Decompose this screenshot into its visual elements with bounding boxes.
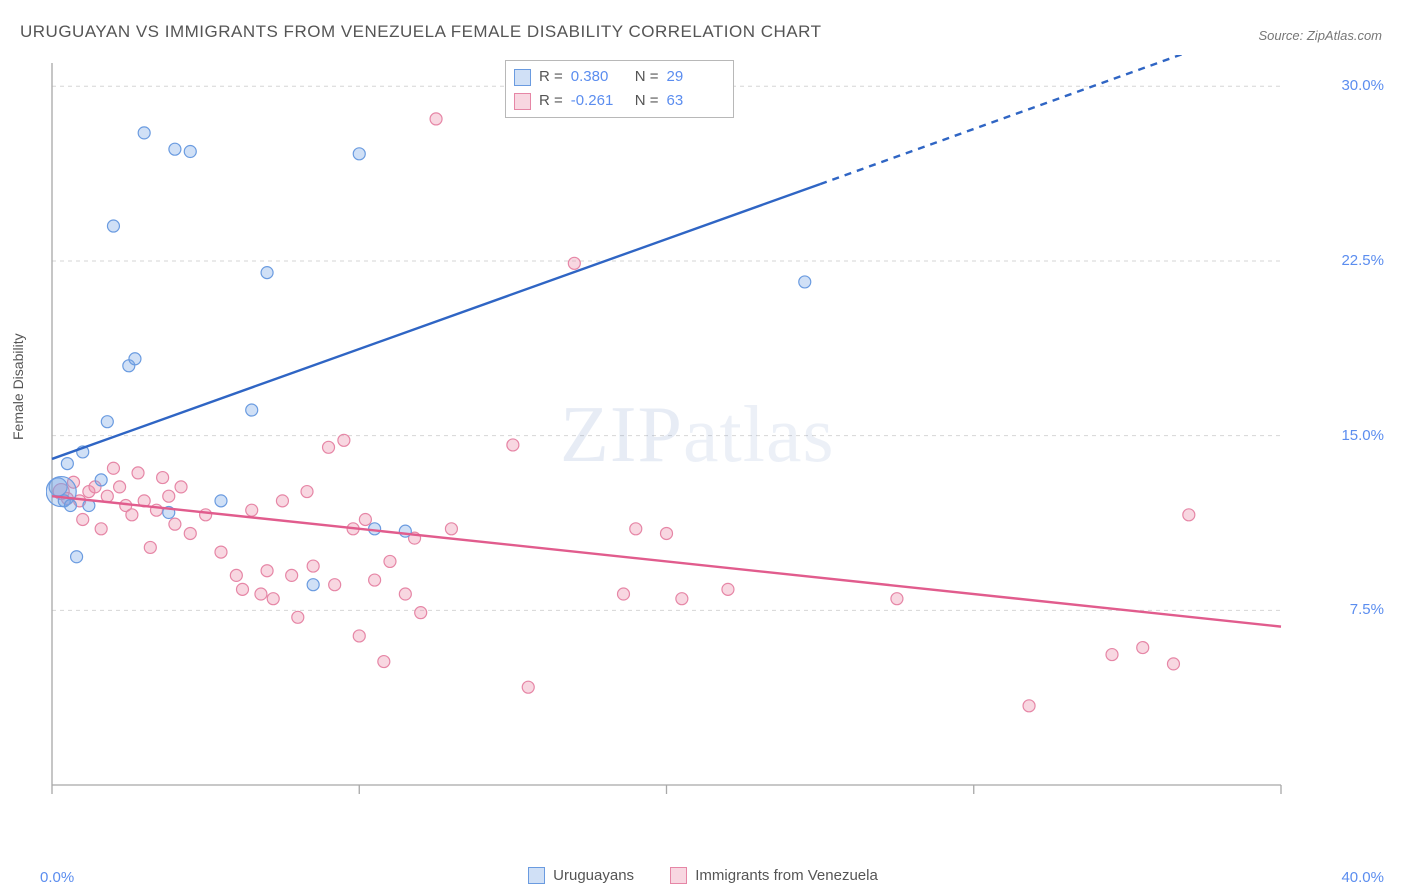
y-tick-label: 30.0% [1341,77,1384,94]
y-tick-label: 15.0% [1341,427,1384,444]
source-label: Source: ZipAtlas.com [1258,28,1382,43]
n-a-value: 29 [667,65,723,89]
x-max-label: 40.0% [1341,869,1384,886]
stat-row-a: R = 0.380 N = 29 [514,65,723,89]
watermark-bold: ZIP [560,391,683,479]
swatch-a-icon [528,867,545,884]
r-a-value: 0.380 [571,65,627,89]
bottom-legend: Uruguayans Immigrants from Venezuela [0,867,1406,888]
legend-item-a: Uruguayans [528,867,634,884]
legend-b-label: Immigrants from Venezuela [695,867,878,884]
legend-a-label: Uruguayans [553,867,634,884]
n-label: N = [635,89,659,113]
legend-item-b: Immigrants from Venezuela [670,867,878,884]
r-b-value: -0.261 [571,89,627,113]
n-label: N = [635,65,659,89]
stat-row-b: R = -0.261 N = 63 [514,89,723,113]
stat-legend: R = 0.380 N = 29 R = -0.261 N = 63 [505,60,734,118]
watermark: ZIPatlas [560,390,835,481]
watermark-thin: atlas [683,391,835,479]
y-axis-label: Female Disability [10,333,26,440]
n-b-value: 63 [667,89,723,113]
y-tick-label: 7.5% [1350,601,1384,618]
chart-title: URUGUAYAN VS IMMIGRANTS FROM VENEZUELA F… [20,22,822,42]
x-min-label: 0.0% [40,869,74,886]
r-label: R = [539,65,563,89]
swatch-b-icon [514,93,531,110]
r-label: R = [539,89,563,113]
swatch-a-icon [514,69,531,86]
y-tick-label: 22.5% [1341,252,1384,269]
swatch-b-icon [670,867,687,884]
